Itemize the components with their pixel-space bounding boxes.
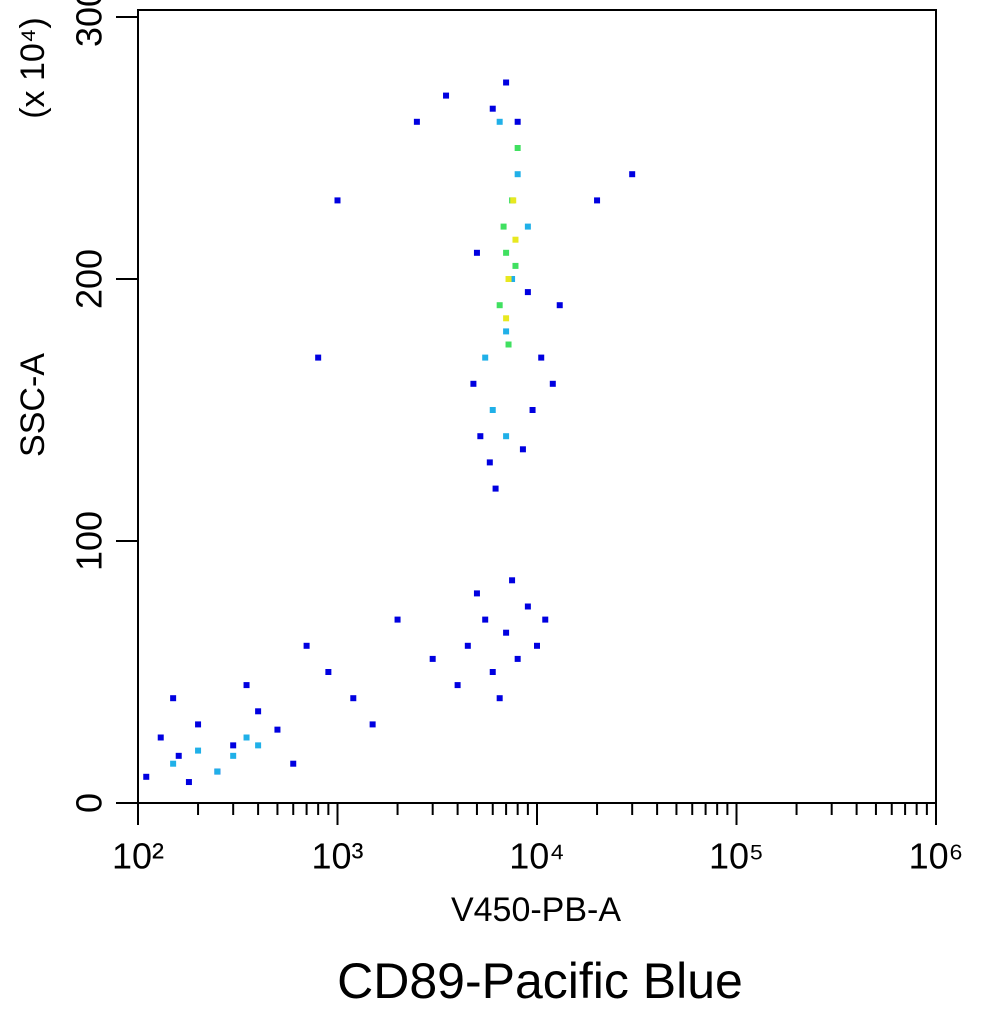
y-tick-label: 100 <box>69 511 110 571</box>
data-point <box>514 655 521 662</box>
data-point <box>170 760 177 767</box>
data-point <box>556 302 563 309</box>
data-point <box>157 734 164 741</box>
data-point <box>514 118 521 125</box>
data-point <box>486 459 493 466</box>
y-tick-label: 300 <box>69 0 110 47</box>
data-point <box>482 616 489 623</box>
data-point <box>512 236 519 243</box>
data-point <box>175 752 182 759</box>
data-point <box>514 171 521 178</box>
data-point <box>230 742 237 749</box>
data-point <box>473 249 480 256</box>
data-point <box>413 118 420 125</box>
data-point <box>509 276 516 282</box>
data-point <box>143 773 150 780</box>
data-point <box>255 742 262 749</box>
data-point <box>514 145 521 151</box>
data-point <box>594 197 601 204</box>
data-point <box>524 603 531 610</box>
data-point <box>369 721 376 728</box>
data-point <box>303 642 310 649</box>
data-point <box>454 682 461 689</box>
data-point <box>524 289 531 296</box>
data-point <box>496 302 503 309</box>
data-point <box>503 433 510 440</box>
chart-title: CD89-Pacific Blue <box>337 953 743 1009</box>
data-point <box>195 721 202 728</box>
data-point <box>394 616 401 623</box>
data-point <box>429 655 436 662</box>
data-point <box>489 669 496 675</box>
data-point <box>500 223 507 230</box>
data-point <box>505 276 512 282</box>
y-axis-label: SSC-A <box>14 353 52 457</box>
x-tick-label: 10⁵ <box>709 836 764 877</box>
data-point <box>350 695 357 702</box>
x-tick-label: 10³ <box>311 836 363 877</box>
y-tick-label: 0 <box>69 793 110 813</box>
data-point <box>473 590 480 597</box>
data-point <box>503 315 510 322</box>
data-point <box>512 262 519 269</box>
data-point <box>529 407 536 413</box>
data-point <box>505 341 512 348</box>
data-point <box>629 171 636 178</box>
data-point <box>524 223 531 230</box>
data-point <box>549 380 556 387</box>
data-point <box>443 92 450 99</box>
data-point <box>492 485 499 492</box>
y-multiplier: (x 10⁴) <box>14 17 52 119</box>
data-point <box>519 446 526 453</box>
y-tick-label: 200 <box>69 249 110 309</box>
x-tick-label: 10⁴ <box>509 836 565 877</box>
data-point <box>496 695 503 702</box>
data-point <box>230 752 237 759</box>
data-point <box>477 433 484 440</box>
plot-frame <box>137 9 937 804</box>
data-point <box>290 760 297 767</box>
data-point <box>510 197 517 204</box>
data-point <box>503 79 510 86</box>
data-point <box>464 642 471 649</box>
data-point <box>470 380 477 387</box>
x-tick-label: 10⁶ <box>909 836 964 877</box>
x-axis-label: V450-PB-A <box>451 891 621 929</box>
data-point <box>334 197 341 204</box>
data-point <box>534 642 540 649</box>
data-point <box>185 779 192 786</box>
data-point <box>325 669 332 675</box>
data-point <box>509 577 516 584</box>
data-point <box>489 407 496 413</box>
data-point <box>542 616 549 623</box>
data-point <box>503 249 510 256</box>
data-point <box>243 682 250 689</box>
data-point <box>214 768 221 775</box>
data-point <box>274 726 281 733</box>
x-tick-label: 10² <box>112 836 164 877</box>
data-point <box>195 747 202 754</box>
data-point <box>496 118 503 125</box>
data-point <box>538 354 545 361</box>
data-point <box>503 629 510 636</box>
data-point <box>503 328 510 335</box>
data-point <box>489 105 496 112</box>
data-point <box>170 695 177 702</box>
data-point <box>255 708 262 715</box>
data-point <box>482 354 489 361</box>
data-point <box>243 734 250 741</box>
data-point <box>315 354 322 361</box>
